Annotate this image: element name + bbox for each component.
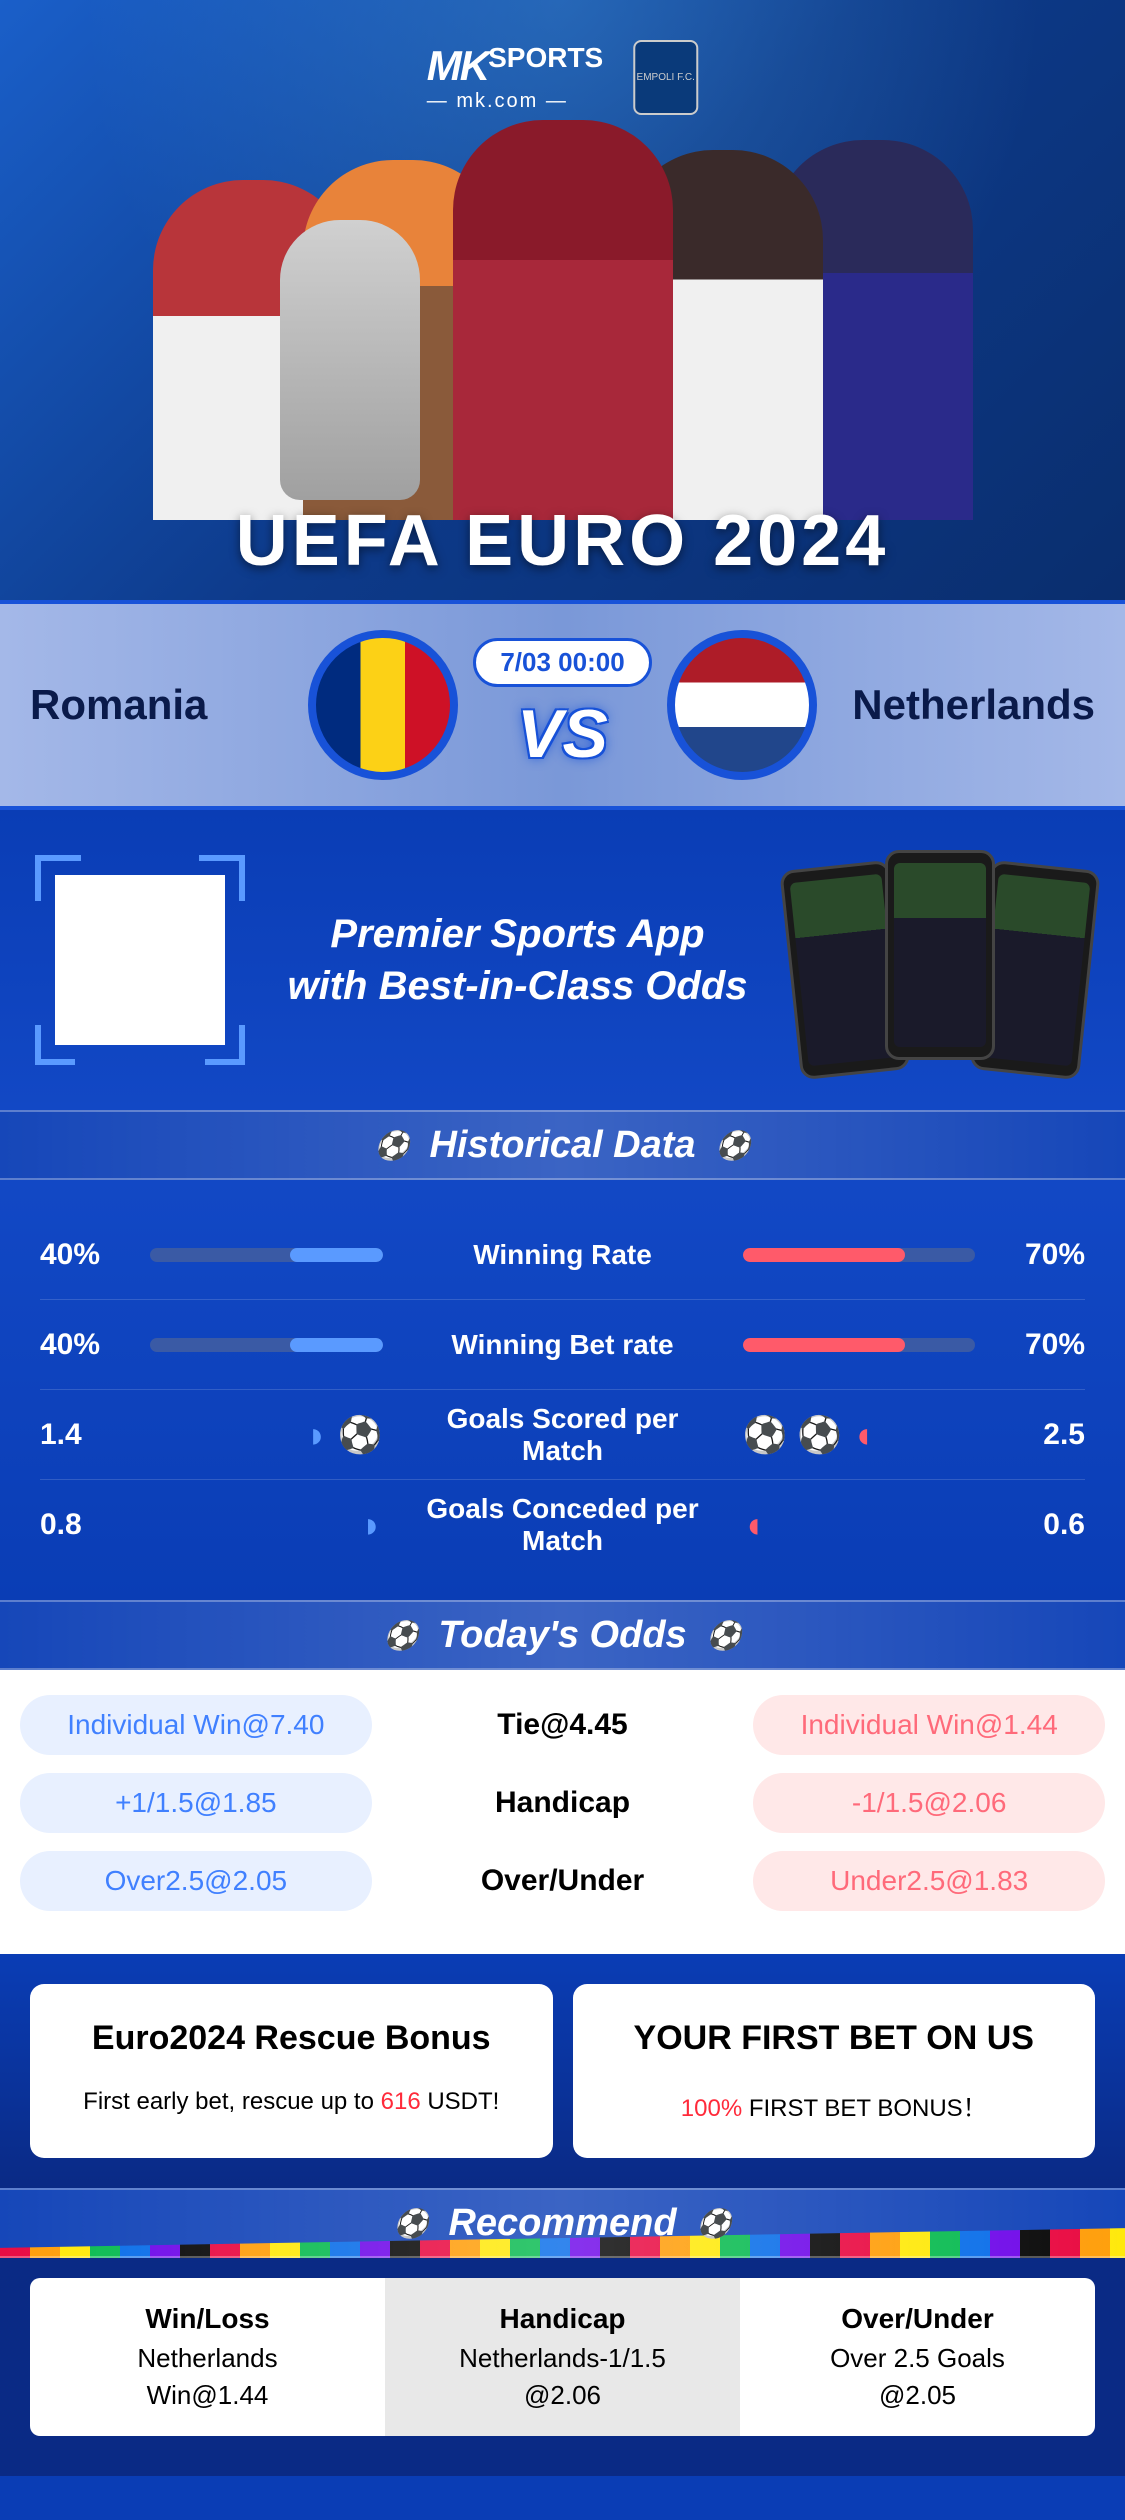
- brand-logo-row: MKSPORTS — mk.com — EMPOLI F.C.: [427, 40, 698, 115]
- stat-label: Goals Scored per Match: [403, 1403, 723, 1467]
- recommend-cell[interactable]: Over/Under Over 2.5 Goals @2.05: [740, 2278, 1095, 2436]
- flag-right: [667, 630, 817, 780]
- balls-left: ◗: [150, 1504, 383, 1546]
- stat-right-value: 0.6: [995, 1508, 1085, 1542]
- odds-left-pill[interactable]: +1/1.5@1.85: [20, 1773, 372, 1833]
- recommend-heading: Handicap: [395, 2303, 730, 2335]
- promo-text: Premier Sports App with Best-in-Class Od…: [275, 908, 760, 1012]
- stat-right-value: 2.5: [995, 1418, 1085, 1452]
- player-figure: [453, 120, 673, 520]
- stat-row: 40% Winning Bet rate 70%: [40, 1300, 1085, 1390]
- recommend-title: Recommend: [448, 2202, 676, 2245]
- ball-icon: ⚽: [716, 1129, 751, 1162]
- odds-right-pill[interactable]: Individual Win@1.44: [753, 1695, 1105, 1755]
- ball-icon: ⚽: [383, 1619, 418, 1652]
- odds-title: Today's Odds: [438, 1614, 686, 1657]
- flag-left: [308, 630, 458, 780]
- qr-code-frame[interactable]: [35, 855, 245, 1065]
- hero-banner: MKSPORTS — mk.com — EMPOLI F.C. UEFA EUR…: [0, 0, 1125, 600]
- vs-text: VS: [517, 695, 608, 773]
- odds-left-pill[interactable]: Individual Win@7.40: [20, 1695, 372, 1755]
- odds-center-label: Handicap: [387, 1786, 739, 1820]
- bonus-right-sub: 100% FIRST BET BONUS！: [598, 2088, 1071, 2123]
- recommend-team: Netherlands-1/1.5: [395, 2343, 730, 2374]
- bar-left: [150, 1338, 383, 1352]
- bar-left: [150, 1248, 383, 1262]
- recommend-odds: @2.06: [395, 2380, 730, 2411]
- stat-row: 40% Winning Rate 70%: [40, 1210, 1085, 1300]
- odds-left-pill[interactable]: Over2.5@2.05: [20, 1851, 372, 1911]
- logo-mk: MK: [427, 42, 488, 89]
- bonus-left-sub: First early bet, rescue up to 616 USDT!: [55, 2088, 528, 2116]
- vs-block: 7/03 00:00 VS: [473, 638, 651, 773]
- historical-stats: 40% Winning Rate 70% 40% Winning Bet rate 70%…: [0, 1180, 1125, 1600]
- recommend-team: Over 2.5 Goals: [750, 2343, 1085, 2374]
- historical-title: Historical Data: [429, 1124, 695, 1167]
- mk-logo: MKSPORTS — mk.com —: [427, 42, 603, 113]
- promo-line2: with Best-in-Class Odds: [287, 964, 747, 1008]
- qr-code: [55, 875, 225, 1045]
- stat-left-value: 0.8: [40, 1508, 130, 1542]
- bonus-card-right[interactable]: YOUR FIRST BET ON US 100% FIRST BET BONU…: [573, 1984, 1096, 2158]
- promo-line1: Premier Sports App: [330, 912, 704, 956]
- stat-right-value: 70%: [995, 1238, 1085, 1272]
- stat-row: 0.8 ◗ Goals Conceded per Match ◖ 0.6: [40, 1480, 1085, 1570]
- ball-icon: ⚽: [707, 1619, 742, 1652]
- recommend-odds: Win@1.44: [40, 2380, 375, 2411]
- stat-label: Winning Bet rate: [403, 1329, 723, 1361]
- odds-center-label: Over/Under: [387, 1864, 739, 1898]
- stat-label: Winning Rate: [403, 1239, 723, 1271]
- match-bar: Romania 7/03 00:00 VS Netherlands: [0, 600, 1125, 810]
- team-left-name: Romania: [0, 681, 308, 729]
- odds-right-pill[interactable]: Under2.5@1.83: [753, 1851, 1105, 1911]
- odds-center-label: Tie@4.45: [387, 1708, 739, 1742]
- balls-right: ⚽ ⚽ ◖: [743, 1414, 976, 1456]
- stat-left-value: 40%: [40, 1238, 130, 1272]
- logo-sports: SPORTS: [488, 42, 603, 73]
- recommend-odds: @2.05: [750, 2380, 1085, 2411]
- stat-left-value: 40%: [40, 1328, 130, 1362]
- recommend-row: Win/Loss Netherlands Win@1.44 Handicap Nethe…: [30, 2278, 1095, 2436]
- app-screenshots: [790, 850, 1090, 1070]
- club-badge: EMPOLI F.C.: [633, 40, 698, 115]
- ball-icon: ⚽: [375, 1129, 410, 1162]
- odds-row: Over2.5@2.05 Over/Under Under2.5@1.83: [20, 1851, 1105, 1911]
- stat-left-value: 1.4: [40, 1418, 130, 1452]
- bonus-right-title: YOUR FIRST BET ON US: [598, 2019, 1071, 2058]
- odds-block: Individual Win@7.40 Tie@4.45 Individual Wi…: [0, 1670, 1125, 1954]
- bonus-card-left[interactable]: Euro2024 Rescue Bonus First early bet, r…: [30, 1984, 553, 2158]
- promo-section: Premier Sports App with Best-in-Class Od…: [0, 810, 1125, 1110]
- team-right-name: Netherlands: [817, 681, 1125, 729]
- match-datetime: 7/03 00:00: [473, 638, 651, 687]
- recommend-block: Win/Loss Netherlands Win@1.44 Handicap Nethe…: [0, 2258, 1125, 2476]
- bonus-left-title: Euro2024 Rescue Bonus: [55, 2019, 528, 2058]
- odds-header: ⚽ Today's Odds ⚽: [0, 1600, 1125, 1670]
- logo-sub: — mk.com —: [427, 90, 603, 113]
- bar-right: [743, 1248, 976, 1262]
- stat-row: 1.4 ◗ ⚽ Goals Scored per Match ⚽ ⚽ ◖ 2.5: [40, 1390, 1085, 1480]
- odds-row: Individual Win@7.40 Tie@4.45 Individual Wi…: [20, 1695, 1105, 1755]
- stat-right-value: 70%: [995, 1328, 1085, 1362]
- players-graphic: [0, 120, 1125, 520]
- bar-right: [743, 1338, 976, 1352]
- phone-mock: [885, 850, 995, 1060]
- odds-right-pill[interactable]: -1/1.5@2.06: [753, 1773, 1105, 1833]
- recommend-team: Netherlands: [40, 2343, 375, 2374]
- odds-row: +1/1.5@1.85 Handicap -1/1.5@2.06: [20, 1773, 1105, 1833]
- trophy-graphic: [280, 220, 420, 500]
- stat-label: Goals Conceded per Match: [403, 1493, 723, 1557]
- historical-header: ⚽ Historical Data ⚽: [0, 1110, 1125, 1180]
- balls-right: ◖: [743, 1504, 976, 1546]
- ball-icon: ⚽: [394, 2207, 429, 2240]
- recommend-heading: Over/Under: [750, 2303, 1085, 2335]
- bonus-section: Euro2024 Rescue Bonus First early bet, r…: [0, 1954, 1125, 2188]
- recommend-cell[interactable]: Win/Loss Netherlands Win@1.44: [30, 2278, 385, 2436]
- ball-icon: ⚽: [697, 2207, 732, 2240]
- hero-title: UEFA EURO 2024: [0, 500, 1125, 582]
- recommend-heading: Win/Loss: [40, 2303, 375, 2335]
- recommend-header: ⚽ Recommend ⚽: [0, 2188, 1125, 2258]
- match-center: 7/03 00:00 VS: [308, 630, 816, 780]
- balls-left: ◗ ⚽: [150, 1414, 383, 1456]
- recommend-cell[interactable]: Handicap Netherlands-1/1.5 @2.06: [385, 2278, 740, 2436]
